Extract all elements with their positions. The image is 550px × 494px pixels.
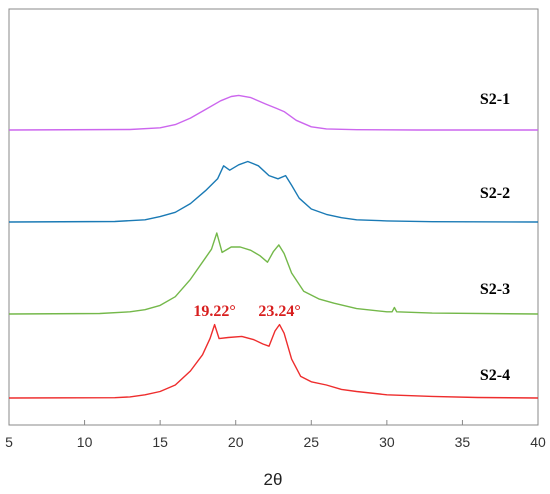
x-tick-label: 10 <box>77 434 93 450</box>
series-label-s2-2: S2-2 <box>480 185 510 202</box>
series-labels: S2-1 S2-2 S2-3 S2-4 <box>480 91 510 384</box>
series-line-s2-1 <box>8 94 538 131</box>
series-line-s2-3 <box>8 232 539 315</box>
x-tick-label: 30 <box>379 434 395 450</box>
x-tick-label: 35 <box>455 434 471 450</box>
x-tick-label: 5 <box>5 434 13 450</box>
peak-annotation: 23.24° <box>258 303 300 320</box>
x-tick-label: 40 <box>530 434 546 450</box>
x-axis-title: 2θ <box>264 470 283 489</box>
peak-annotation: 19.22° <box>193 303 235 320</box>
peak-annotations: 19.22° 23.24° <box>193 303 300 320</box>
series-label-s2-4: S2-4 <box>480 367 510 384</box>
x-ticks: 5 10 15 20 25 30 35 40 <box>5 420 546 450</box>
series-line-s2-2 <box>8 160 539 223</box>
series-label-s2-3: S2-3 <box>480 281 510 298</box>
plot-frame <box>8 8 539 426</box>
x-tick-label: 25 <box>303 434 319 450</box>
series-label-s2-1: S2-1 <box>480 91 510 108</box>
x-tick-label: 15 <box>152 434 168 450</box>
series-line-s2-4 <box>8 323 539 399</box>
x-tick-label: 20 <box>228 434 244 450</box>
series-group <box>8 94 539 399</box>
